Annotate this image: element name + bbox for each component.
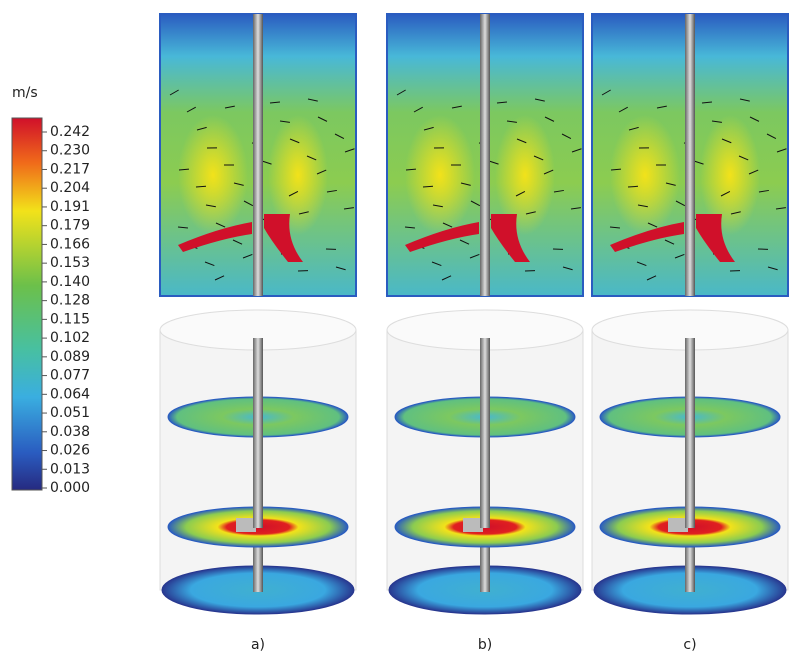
- velocity-vector: [423, 186, 433, 187]
- colorbar-label: 0.077: [50, 368, 90, 384]
- colorbar-label: 0.102: [50, 330, 90, 346]
- colorbar-label: 0.191: [50, 199, 90, 215]
- colorbar-label: 0.064: [50, 386, 90, 402]
- colorbar-label: 0.089: [50, 349, 90, 365]
- colorbar-label: 0.204: [50, 180, 90, 196]
- shaft: [480, 14, 490, 296]
- colorbar-label: 0.230: [50, 143, 90, 159]
- shaft: [480, 338, 490, 528]
- colorbar-label: 0.217: [50, 161, 90, 177]
- colorbar-label: 0.115: [50, 311, 90, 327]
- colorbar-label: 0.013: [50, 461, 90, 477]
- colorbar-label: 0.128: [50, 293, 90, 309]
- colorbar-label: 0.140: [50, 274, 90, 290]
- colorbar-label: 0.038: [50, 424, 90, 440]
- shaft: [253, 14, 263, 296]
- velocity-vector: [196, 186, 206, 187]
- high-velocity-zone: [178, 115, 248, 235]
- colorbar-label: 0.026: [50, 443, 90, 459]
- colorbar-label: 0.000: [50, 480, 90, 496]
- panel-label: c): [683, 637, 696, 653]
- colorbar-unit: m/s: [12, 85, 38, 101]
- colorbar-label: 0.166: [50, 236, 90, 252]
- shaft: [685, 338, 695, 528]
- high-velocity-zone: [610, 115, 680, 235]
- panel-label: a): [251, 637, 265, 653]
- colorbar-label: 0.051: [50, 405, 90, 421]
- colorbar-label: 0.153: [50, 255, 90, 271]
- shaft: [253, 338, 263, 528]
- page: {"colorbar": {"unit": "m/s", "ticks": ["…: [0, 0, 789, 660]
- colorbar-label: 0.242: [50, 124, 90, 140]
- panel-label: b): [478, 637, 492, 653]
- shaft: [253, 560, 263, 592]
- colorbar-label: 0.179: [50, 218, 90, 234]
- shaft: [480, 560, 490, 592]
- high-velocity-zone: [405, 115, 475, 235]
- shaft: [685, 560, 695, 592]
- colorbar: [12, 118, 42, 490]
- velocity-vector: [628, 186, 638, 187]
- shaft: [685, 14, 695, 296]
- figure: m/s 0.242 0.230 0.217 0.204 0.191 0.179 0.166 0…: [0, 0, 789, 660]
